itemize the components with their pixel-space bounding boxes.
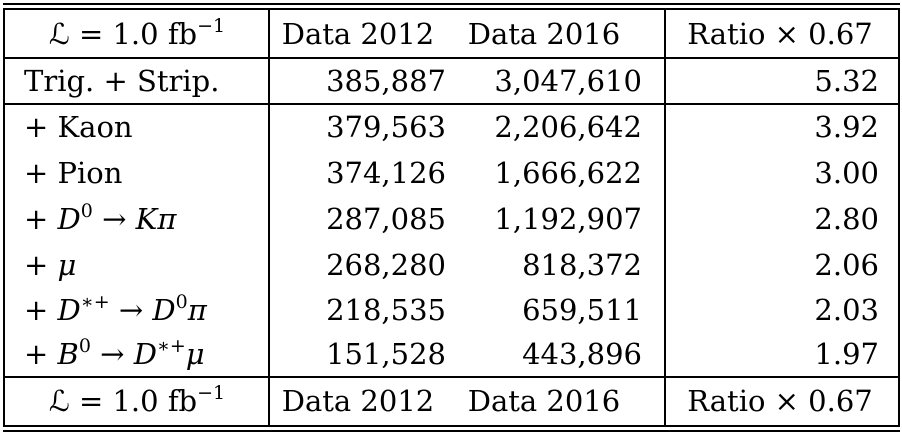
table-row: + Pion 374,126 1,666,622 3.00 [0,150,902,196]
row-label: + B0 → D∗+μ [24,335,205,372]
footer-rule [3,376,900,378]
row-ratio: 3.00 [814,156,879,190]
row-ratio: 2.06 [814,248,879,282]
row-label: + μ [24,248,77,282]
row-label: + D∗+ → D0π [24,291,207,328]
header-ratio: Ratio × 0.67 [687,17,873,51]
row-ratio: 2.03 [814,293,879,327]
row-data-2016: 1,666,622 [494,156,642,190]
row-data-2016: 1,192,907 [494,202,642,236]
row-data-2016: 818,372 [522,248,642,282]
top-rule-2 [3,8,900,10]
header-rule [3,57,900,59]
row-label: + D0 → Kπ [24,200,177,237]
bottom-rule-1 [3,425,900,427]
footer-row: ℒ = 1.0 fb−1 Data 2012 Data 2016 Ratio ×… [0,378,902,424]
left-border [3,10,5,425]
table-row: Trig. + Strip. 385,887 3,047,610 5.32 [0,58,902,104]
row-label: + Kaon [24,110,133,144]
ratio-divider [664,10,666,425]
row-data-2016: 3,047,610 [494,64,642,98]
row-data-2012: 268,280 [326,248,446,282]
table-row: + μ 268,280 818,372 2.06 [0,242,902,288]
row-ratio: 5.32 [814,64,879,98]
table-row: + Kaon 379,563 2,206,642 3.92 [0,104,902,150]
row-data-2012: 385,887 [326,64,446,98]
footer-ratio: Ratio × 0.67 [687,384,873,418]
row-label: Trig. + Strip. [24,64,220,98]
footer-lumi: ℒ = 1.0 fb−1 [48,382,226,419]
row-data-2012: 374,126 [326,156,446,190]
table-row: + D∗+ → D0π 218,535 659,511 2.03 [0,287,902,333]
row-data-2012: 287,085 [326,202,446,236]
row-data-2016: 443,896 [522,337,642,371]
row-label: + Pion [24,156,123,190]
header-row: ℒ = 1.0 fb−1 Data 2012 Data 2016 Ratio ×… [0,11,902,57]
row-ratio: 3.92 [814,110,879,144]
header-data-2016: Data 2016 [467,17,621,51]
header-data-2012: Data 2012 [281,17,435,51]
header-lumi: ℒ = 1.0 fb−1 [48,15,226,52]
row-ratio: 2.80 [814,202,879,236]
row-data-2012: 151,528 [326,337,446,371]
row-data-2012: 218,535 [326,293,446,327]
bottom-rule-2 [3,430,900,432]
row-data-2016: 2,206,642 [494,110,642,144]
row-ratio: 1.97 [814,337,879,371]
label-divider [268,10,270,425]
footer-data-2012: Data 2012 [281,384,435,418]
row-data-2012: 379,563 [326,110,446,144]
table-row: + B0 → D∗+μ 151,528 443,896 1.97 [0,331,902,377]
table-row: + D0 → Kπ 287,085 1,192,907 2.80 [0,196,902,242]
row-data-2016: 659,511 [522,293,642,327]
right-border [898,10,900,425]
top-rule-1 [3,3,900,5]
first-row-rule [3,103,900,105]
footer-data-2016: Data 2016 [467,384,621,418]
